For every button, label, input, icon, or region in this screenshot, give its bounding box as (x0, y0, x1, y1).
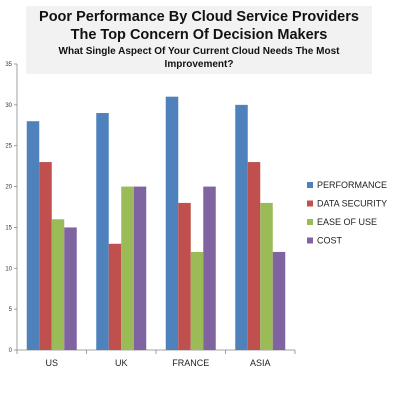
legend-label: EASE OF USE (317, 217, 377, 227)
legend-swatch (307, 237, 313, 244)
bar (165, 96, 179, 350)
x-tick-label: UK (115, 358, 128, 368)
y-tick-label: 25 (5, 144, 12, 150)
bar (190, 251, 204, 350)
title-block: Poor Performance By Cloud Service Provid… (26, 6, 372, 74)
bar (121, 186, 134, 350)
legend-swatch (307, 182, 313, 188)
bar (133, 186, 147, 350)
y-tick-label: 5 (9, 307, 13, 313)
chart-subtitle: What Single Aspect Of Your Current Cloud… (58, 46, 340, 70)
bar (272, 251, 286, 350)
bar (96, 113, 109, 351)
bar (51, 219, 65, 350)
legend-label: COST (317, 236, 343, 246)
x-tick-label: US (45, 358, 58, 368)
y-tick-label: 15 (5, 225, 12, 231)
y-tick-label: 0 (9, 348, 13, 354)
bar (203, 186, 216, 350)
bar (64, 227, 77, 350)
legend-label: DATA SECURITY (317, 199, 387, 209)
y-tick-label: 10 (5, 266, 12, 272)
x-tick-label: FRANCE (172, 358, 209, 368)
legend-swatch (307, 200, 313, 207)
bar (235, 104, 248, 350)
y-tick-label: 30 (5, 103, 12, 109)
legend-swatch (307, 219, 313, 225)
bar (247, 162, 261, 350)
bar (26, 121, 40, 350)
bar (260, 202, 273, 350)
x-tick-label: ASIA (250, 358, 271, 368)
y-tick-label: 35 (5, 62, 12, 68)
chart-title: Poor Performance By Cloud Service Provid… (39, 9, 359, 43)
bar (178, 202, 191, 350)
y-tick-label: 20 (5, 185, 12, 191)
bar (39, 162, 52, 350)
bar (108, 243, 122, 350)
legend-label: PERFORMANCE (317, 180, 387, 190)
